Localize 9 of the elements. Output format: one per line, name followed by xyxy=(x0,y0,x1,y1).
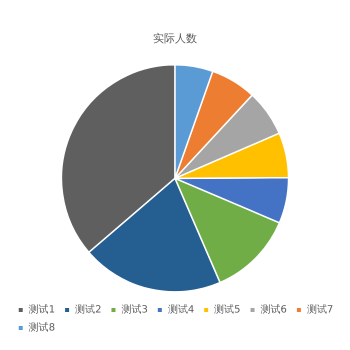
chart-title: 实际人数 xyxy=(153,32,197,45)
legend-label: 测试3 xyxy=(121,304,148,316)
legend-label: 测试8 xyxy=(28,322,56,334)
legend-label: 测试4 xyxy=(168,304,194,316)
legend-label: 测试2 xyxy=(75,304,102,316)
legend-label: 测试7 xyxy=(306,304,334,316)
legend-label: 测试1 xyxy=(28,304,56,316)
legend-label: 测试5 xyxy=(214,304,241,316)
legend-label: 测试6 xyxy=(260,304,287,316)
